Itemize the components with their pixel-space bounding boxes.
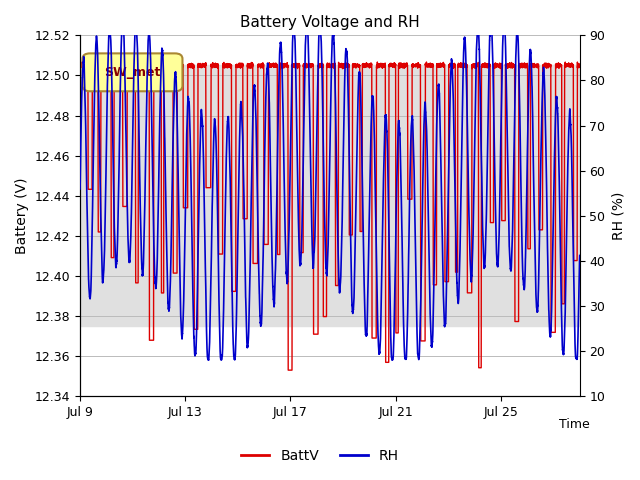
Text: SW_met: SW_met (104, 66, 161, 79)
Title: Battery Voltage and RH: Battery Voltage and RH (240, 15, 420, 30)
Bar (80, 65, 580, 326)
Y-axis label: RH (%): RH (%) (611, 192, 625, 240)
X-axis label: Time: Time (559, 418, 589, 431)
FancyBboxPatch shape (83, 53, 182, 91)
Legend: BattV, RH: BattV, RH (236, 443, 404, 468)
Y-axis label: Battery (V): Battery (V) (15, 178, 29, 254)
